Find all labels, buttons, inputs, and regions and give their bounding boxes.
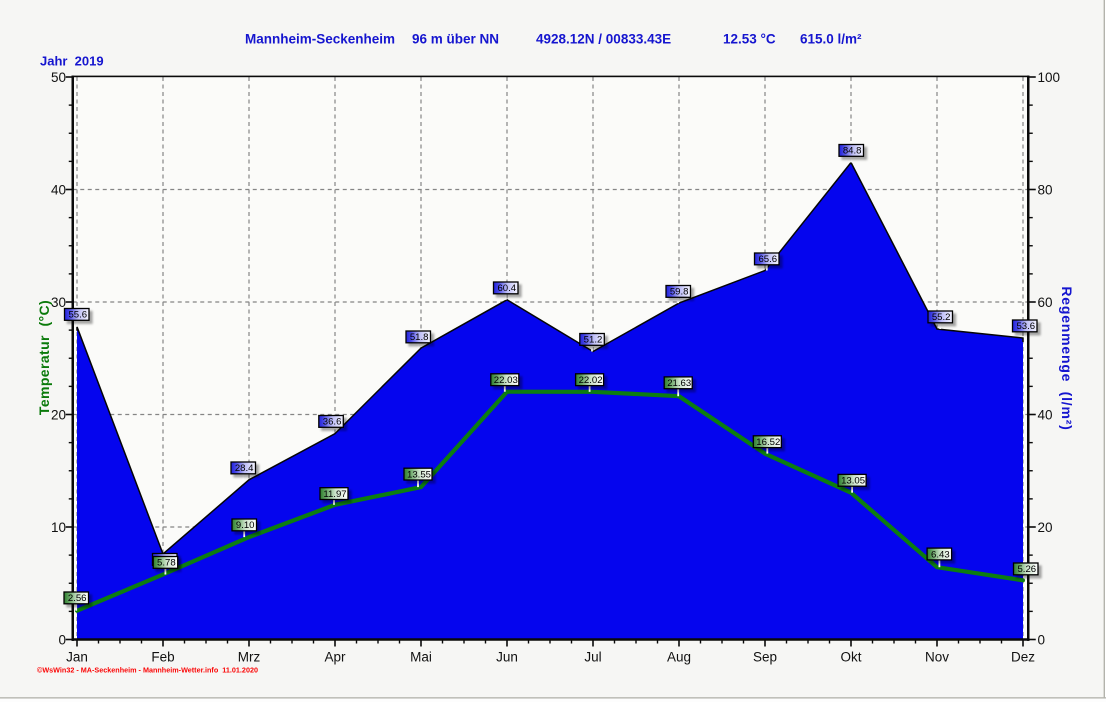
svg-text:96 m über NN: 96 m über NN <box>412 32 499 47</box>
svg-text:4928.12N / 00833.43E: 4928.12N / 00833.43E <box>536 32 671 47</box>
svg-text:16.52: 16.52 <box>756 437 780 448</box>
svg-text:84.8: 84.8 <box>843 146 862 157</box>
svg-text:Jul: Jul <box>584 650 601 665</box>
svg-text:5.78: 5.78 <box>157 558 176 569</box>
svg-text:Jan: Jan <box>66 650 88 665</box>
svg-text:11.97: 11.97 <box>323 489 346 500</box>
svg-text:Jun: Jun <box>496 650 518 665</box>
svg-text:40: 40 <box>51 182 66 197</box>
svg-text:65.6: 65.6 <box>758 254 777 265</box>
svg-text:28.4: 28.4 <box>235 463 254 474</box>
svg-text:20: 20 <box>51 407 66 422</box>
svg-text:40: 40 <box>1038 407 1053 422</box>
svg-text:59.8: 59.8 <box>670 287 689 298</box>
svg-text:10: 10 <box>51 520 66 535</box>
svg-text:Temperatur (°C): Temperatur (°C) <box>36 300 52 415</box>
svg-text:0: 0 <box>58 632 66 647</box>
svg-text:21.63: 21.63 <box>667 378 691 389</box>
svg-text:Apr: Apr <box>324 650 346 665</box>
svg-text:13.55: 13.55 <box>407 469 431 480</box>
svg-text:6.43: 6.43 <box>931 549 950 560</box>
svg-text:Nov: Nov <box>925 650 949 665</box>
svg-text:60: 60 <box>1038 295 1053 310</box>
svg-text:Mrz: Mrz <box>238 650 261 665</box>
svg-text:13.05: 13.05 <box>841 476 865 487</box>
svg-text:Mai: Mai <box>410 650 432 665</box>
svg-text:30: 30 <box>51 295 66 310</box>
svg-text:50: 50 <box>51 70 66 85</box>
svg-text:Okt: Okt <box>840 650 861 665</box>
svg-text:55.2: 55.2 <box>932 312 951 323</box>
svg-text:2.56: 2.56 <box>68 593 87 604</box>
svg-text:Jahr 2019: Jahr 2019 <box>40 54 104 69</box>
svg-text:22.02: 22.02 <box>579 375 603 386</box>
svg-text:0: 0 <box>1038 632 1046 647</box>
svg-text:100: 100 <box>1038 70 1061 85</box>
svg-text:5.26: 5.26 <box>1017 564 1036 575</box>
svg-text:Mannheim-Seckenheim: Mannheim-Seckenheim <box>245 32 395 47</box>
svg-text:Sep: Sep <box>753 650 777 665</box>
svg-text:Aug: Aug <box>667 650 691 665</box>
svg-text:Regenmenge (l/m²): Regenmenge (l/m²) <box>1059 286 1075 430</box>
svg-text:36.6: 36.6 <box>323 417 342 428</box>
svg-text:9.10: 9.10 <box>236 520 255 531</box>
svg-text:53.6: 53.6 <box>1016 321 1035 332</box>
svg-text:51.2: 51.2 <box>584 335 603 346</box>
svg-text:51.8: 51.8 <box>410 332 429 343</box>
svg-text:12.53 °C: 12.53 °C <box>723 32 776 47</box>
svg-text:80: 80 <box>1038 182 1053 197</box>
svg-text:Feb: Feb <box>151 650 174 665</box>
svg-text:60.4: 60.4 <box>497 283 516 294</box>
svg-text:615.0 l/m²: 615.0 l/m² <box>800 32 862 47</box>
svg-text:55.6: 55.6 <box>68 310 87 321</box>
svg-text:22.03: 22.03 <box>494 375 518 386</box>
svg-text:©WsWin32 - MA-Seckenheim - Man: ©WsWin32 - MA-Seckenheim - Mannheim-Wett… <box>37 666 258 675</box>
svg-text:Dez: Dez <box>1011 650 1035 665</box>
svg-text:20: 20 <box>1038 520 1053 535</box>
